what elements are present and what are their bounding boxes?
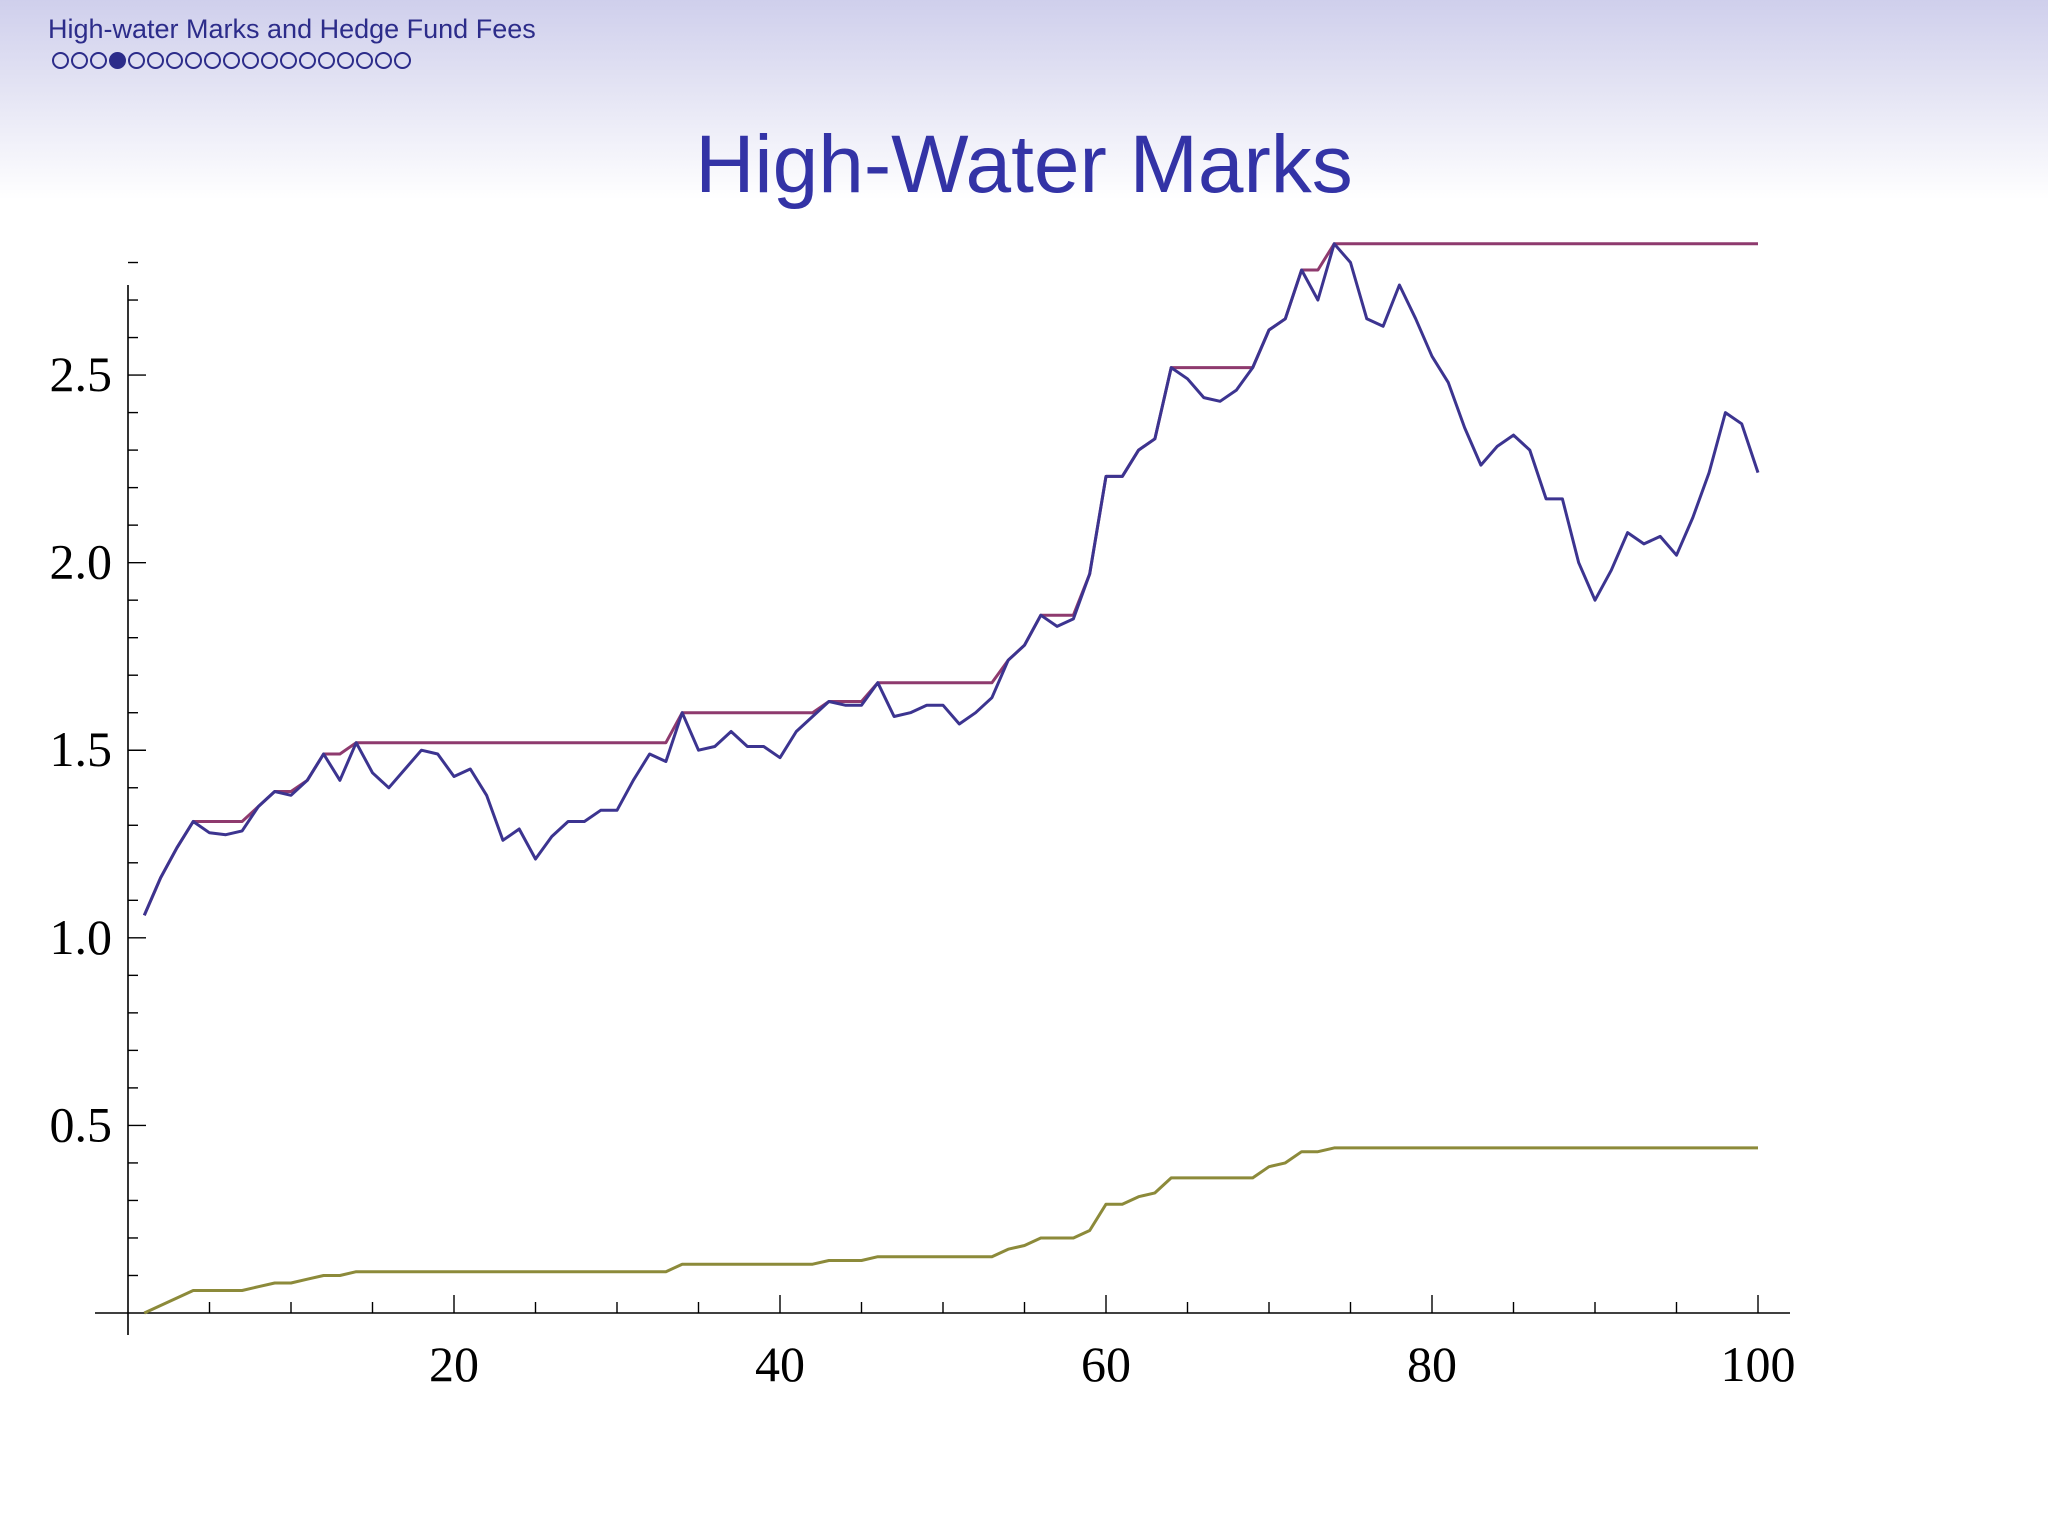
deck-title: High-water Marks and Hedge Fund Fees [48,14,536,44]
slide-navigation [52,52,412,69]
nav-dot-1[interactable] [52,52,69,69]
nav-dot-7[interactable] [166,52,183,69]
nav-dot-5[interactable] [128,52,145,69]
nav-dot-12[interactable] [261,52,278,69]
nav-dot-9[interactable] [204,52,221,69]
nav-dot-4[interactable] [109,52,126,69]
y-tick-label: 2.0 [50,534,113,590]
nav-dot-17[interactable] [356,52,373,69]
header-band [0,0,2048,200]
nav-dot-14[interactable] [299,52,316,69]
x-tick-label: 80 [1407,1336,1457,1392]
chart-axes: 20 40 60 80 100 0.5 1.0 1.5 2.0 2.5 [50,261,1796,1392]
y-tick-label: 2.5 [50,346,113,402]
nav-dot-8[interactable] [185,52,202,69]
x-tick-label: 100 [1721,1336,1796,1392]
x-tick-label: 20 [429,1336,479,1392]
x-tick-label: 60 [1081,1336,1131,1392]
nav-dot-16[interactable] [337,52,354,69]
nav-dot-19[interactable] [394,52,411,69]
nav-dot-6[interactable] [147,52,164,69]
nav-dot-2[interactable] [71,52,88,69]
nav-dot-15[interactable] [318,52,335,69]
nav-dot-13[interactable] [280,52,297,69]
series-line-fund-value [142,242,1760,916]
chart-series [142,242,1760,1315]
y-tick-label: 1.5 [50,721,113,777]
nav-dot-18[interactable] [375,52,392,69]
series-line-high-water-mark [142,242,1758,916]
nav-dot-10[interactable] [223,52,240,69]
slide-title: High-Water Marks [695,119,1353,210]
y-tick-label: 1.0 [50,909,113,965]
y-tick-label: 0.5 [50,1096,113,1152]
nav-dot-3[interactable] [90,52,107,69]
x-tick-label: 40 [755,1336,805,1392]
series-line-fees [143,1146,1758,1315]
nav-dot-11[interactable] [242,52,259,69]
